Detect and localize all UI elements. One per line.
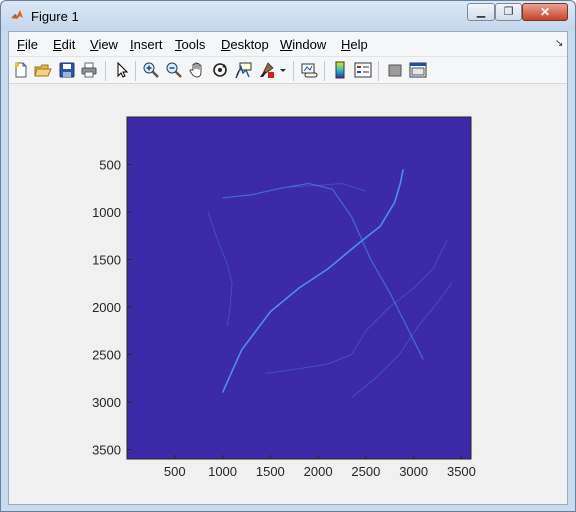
- toolbar-separator: [324, 61, 325, 81]
- new-figure-icon[interactable]: [12, 61, 30, 79]
- title-bar[interactable]: Figure 1 ▁ ❐ ✕: [1, 1, 575, 31]
- edit-plot-arrow-icon[interactable]: [113, 61, 131, 79]
- data-cursor-icon[interactable]: [234, 61, 252, 79]
- y-tick-label: 2500: [92, 348, 121, 363]
- link-plot-icon[interactable]: [300, 61, 318, 79]
- menu-edit[interactable]: Edit: [53, 37, 76, 52]
- menu-window[interactable]: Window: [280, 37, 327, 52]
- x-tick-label: 1000: [208, 464, 237, 479]
- y-tick-label: 1500: [92, 253, 121, 268]
- menu-desktop[interactable]: Desktop: [221, 37, 269, 52]
- window-title: Figure 1: [31, 9, 79, 24]
- toolbar-separator: [293, 61, 294, 81]
- matlab-logo-icon: [11, 10, 23, 19]
- menu-file[interactable]: File: [17, 37, 38, 52]
- dock-figure-icon[interactable]: ↘: [555, 38, 564, 49]
- y-tick-label: 2000: [92, 300, 121, 315]
- y-tick-label: 3500: [92, 443, 121, 458]
- heatmap-trace-1: [221, 169, 404, 393]
- x-tick-label: 1500: [256, 464, 285, 479]
- close-button[interactable]: ✕: [522, 3, 568, 21]
- open-file-icon[interactable]: [34, 61, 52, 79]
- x-tick-label: 3000: [399, 464, 428, 479]
- hide-plot-tools-icon[interactable]: [386, 61, 404, 79]
- menu-view[interactable]: View: [90, 37, 118, 52]
- heatmap-trace-2: [222, 182, 424, 360]
- show-plot-tools-icon[interactable]: [409, 61, 427, 79]
- heatmap-trace-5: [351, 282, 453, 398]
- zoom-in-icon[interactable]: [142, 61, 160, 79]
- colorbar-icon[interactable]: [331, 61, 349, 79]
- axes-frame: [126, 116, 472, 460]
- heatmap-plot[interactable]: 500 1000 1500 2000 2500 3000 3500 500 1000 1500 2…: [9, 84, 567, 504]
- brush-icon[interactable]: [258, 61, 276, 79]
- menu-insert[interactable]: Insert: [130, 37, 163, 52]
- x-tick-label: 2500: [351, 464, 380, 479]
- x-tick-label: 3500: [447, 464, 476, 479]
- legend-icon[interactable]: [354, 61, 372, 79]
- rotate-3d-icon[interactable]: [211, 61, 229, 79]
- menu-bar: File Edit View Insert Tools Desktop Wind…: [9, 32, 567, 56]
- x-tick-label: 2000: [304, 464, 333, 479]
- pan-hand-icon[interactable]: [188, 61, 206, 79]
- toolbar-separator: [378, 61, 379, 81]
- x-tick-label: 500: [164, 464, 186, 479]
- figure-canvas[interactable]: 500 1000 1500 2000 2500 3000 3500 500 1000 1500 2…: [9, 84, 567, 504]
- y-tick-label: 3000: [92, 395, 121, 410]
- heatmap-trace-6: [289, 183, 367, 192]
- toolbar-separator: [105, 61, 106, 81]
- y-tick-label: 500: [99, 158, 121, 173]
- heatmap-trace-4: [265, 240, 448, 374]
- brush-dropdown-icon[interactable]: [278, 61, 288, 79]
- figure-client-area: File Edit View Insert Tools Desktop Wind…: [8, 31, 568, 505]
- save-icon[interactable]: [58, 61, 76, 79]
- minimize-button[interactable]: ▁: [467, 3, 495, 21]
- menu-help[interactable]: Help: [341, 37, 368, 52]
- maximize-button[interactable]: ❐: [495, 3, 522, 21]
- zoom-out-icon[interactable]: [165, 61, 183, 79]
- heatmap-trace-3: [207, 211, 233, 327]
- toolbar-separator: [135, 61, 136, 81]
- print-icon[interactable]: [80, 61, 98, 79]
- y-tick-label: 1000: [92, 205, 121, 220]
- menu-tools[interactable]: Tools: [175, 37, 206, 52]
- figure-toolbar: [9, 56, 567, 84]
